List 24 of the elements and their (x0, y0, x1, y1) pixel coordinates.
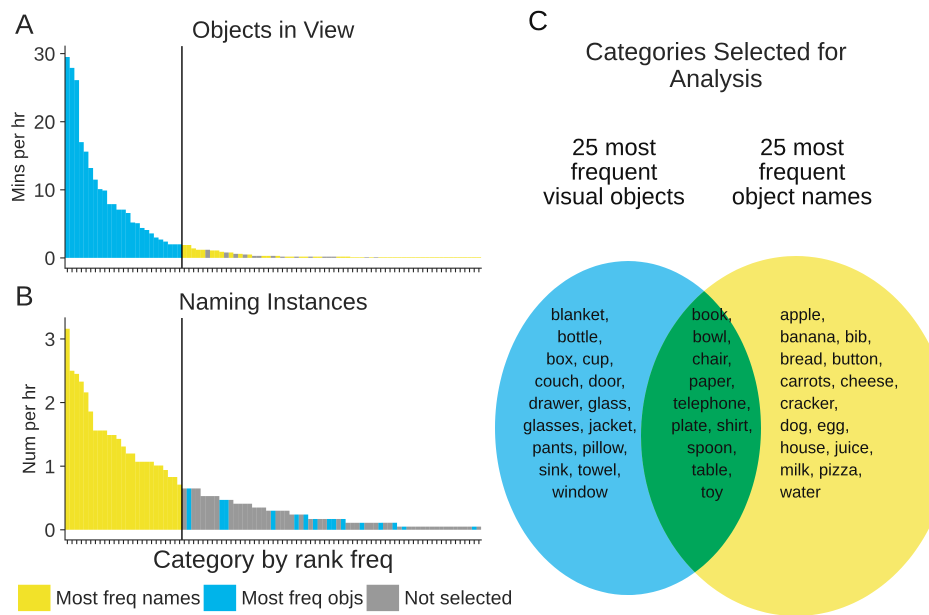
text: blanket, bottle, box, cup, couch, door, drawer, glass, glasses, jacket, pants, pillow, sink, towel, window (524, 308, 636, 498)
y-tick-label: 10 (35, 183, 55, 198)
text: 25 most frequent visual objects (543, 138, 684, 210)
y-tick-label: 30 (34, 47, 55, 61)
text: B (17, 286, 32, 306)
chart-title: Naming Instances (180, 292, 367, 315)
text: C (529, 10, 547, 30)
y-tick-label: 3 (45, 332, 54, 346)
text: 25 most frequent object names (732, 138, 872, 210)
y-tick-label: 2 (45, 396, 54, 410)
y-tick-label: 1 (46, 460, 54, 474)
y-axis-title: Num per hr (22, 384, 39, 473)
y-axis-title: Mins per hr (11, 112, 28, 201)
y-tick-label: 0 (45, 251, 55, 266)
x-axis-title: Category by rank freq (154, 550, 392, 573)
legend-label: Most freq names (57, 590, 200, 608)
y-tick-label: 20 (34, 115, 55, 129)
text: Categories Selected for Analysis (586, 42, 846, 92)
y-tick-label: 0 (45, 523, 55, 538)
legend-label: Most freq objs (242, 590, 363, 608)
legend-label: Not selected (406, 590, 512, 605)
text: A (15, 14, 34, 34)
text: apple, banana, bib, bread, button, carrots, cheese, cracker, dog, egg, house, juice, milk, pizza, water (780, 308, 898, 498)
chart-title: Objects in View (193, 20, 354, 43)
